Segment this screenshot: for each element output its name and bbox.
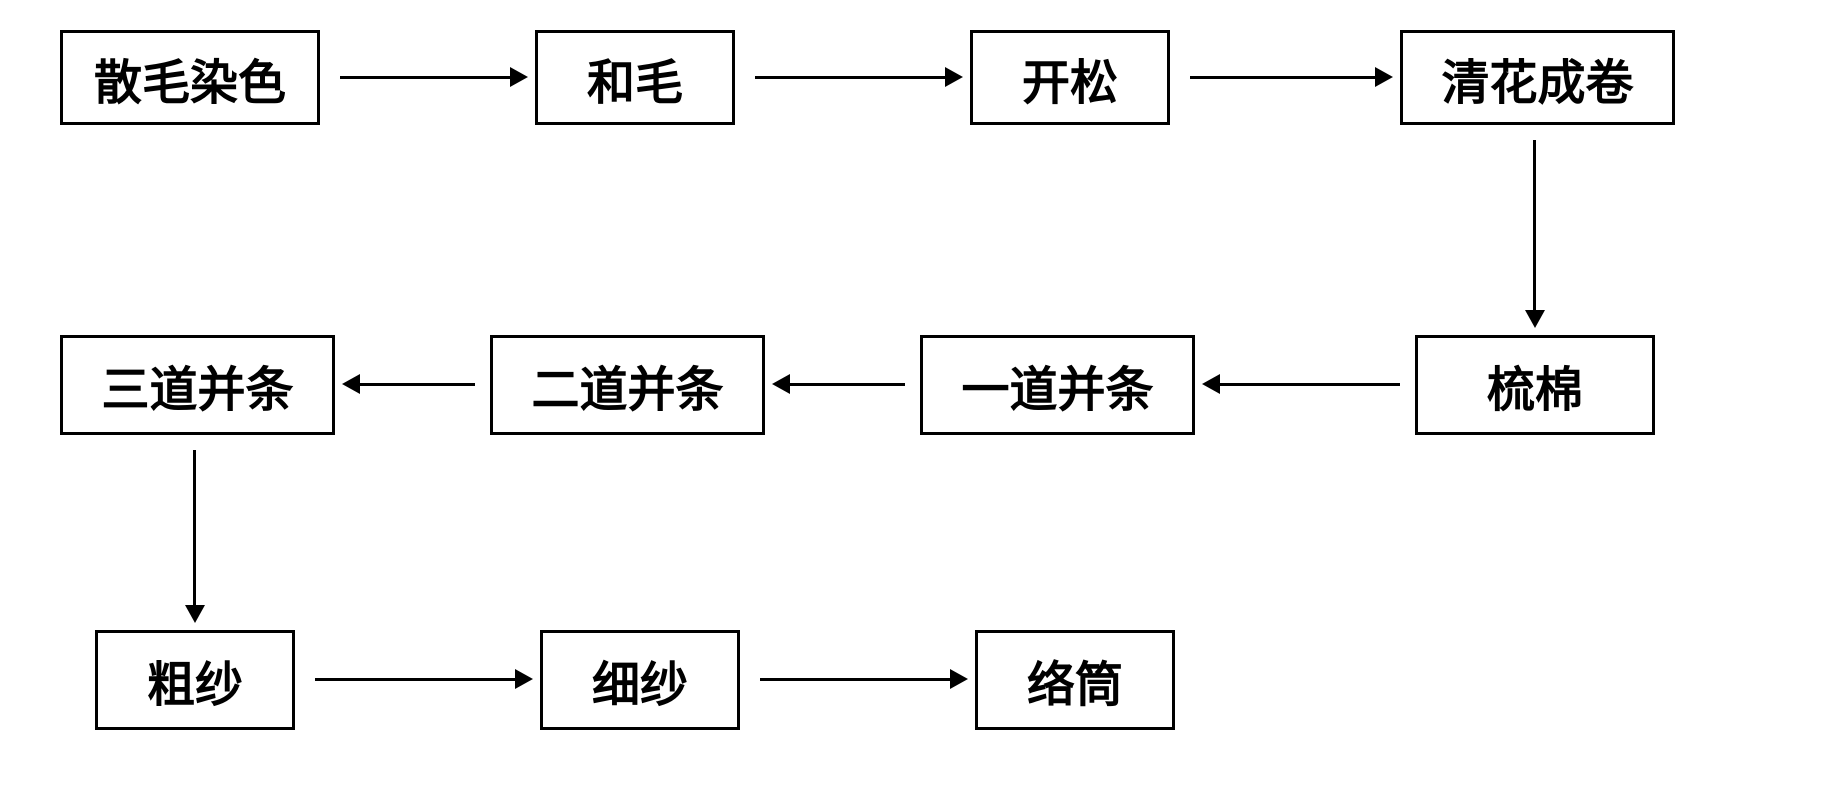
node-opening: 开松 xyxy=(970,30,1170,125)
node-carding: 梳棉 xyxy=(1415,335,1655,435)
node-label: 和毛 xyxy=(587,43,683,113)
edge-arrow xyxy=(755,76,945,79)
node-label: 散毛染色 xyxy=(94,43,286,113)
node-label: 一道并条 xyxy=(961,350,1153,420)
edge-arrow xyxy=(1190,76,1375,79)
node-label: 络筒 xyxy=(1027,645,1123,715)
node-label: 二道并条 xyxy=(531,350,723,420)
arrowhead-icon xyxy=(185,605,205,623)
node-spinning: 细纱 xyxy=(540,630,740,730)
arrowhead-icon xyxy=(515,669,533,689)
node-roving: 粗纱 xyxy=(95,630,295,730)
arrowhead-icon xyxy=(945,67,963,87)
edge-arrow xyxy=(760,678,950,681)
node-drawing-1: 一道并条 xyxy=(920,335,1195,435)
node-label: 清花成卷 xyxy=(1441,43,1633,113)
node-drawing-2: 二道并条 xyxy=(490,335,765,435)
node-label: 开松 xyxy=(1022,43,1118,113)
edge-arrow xyxy=(193,450,196,605)
node-label: 细纱 xyxy=(592,645,688,715)
arrowhead-icon xyxy=(950,669,968,689)
arrowhead-icon xyxy=(1525,310,1545,328)
arrowhead-icon xyxy=(772,374,790,394)
edge-arrow xyxy=(790,383,905,386)
node-label: 梳棉 xyxy=(1487,350,1583,420)
node-wool-blending: 和毛 xyxy=(535,30,735,125)
edge-arrow xyxy=(315,678,515,681)
arrowhead-icon xyxy=(1375,67,1393,87)
arrowhead-icon xyxy=(1202,374,1220,394)
edge-arrow xyxy=(360,383,475,386)
node-winding: 络筒 xyxy=(975,630,1175,730)
node-drawing-3: 三道并条 xyxy=(60,335,335,435)
node-label: 三道并条 xyxy=(101,350,293,420)
node-label: 粗纱 xyxy=(147,645,243,715)
edge-arrow xyxy=(1220,383,1400,386)
node-cleaning-lapping: 清花成卷 xyxy=(1400,30,1675,125)
edge-arrow xyxy=(1533,140,1536,310)
arrowhead-icon xyxy=(510,67,528,87)
node-loose-wool-dyeing: 散毛染色 xyxy=(60,30,320,125)
arrowhead-icon xyxy=(342,374,360,394)
edge-arrow xyxy=(340,76,510,79)
